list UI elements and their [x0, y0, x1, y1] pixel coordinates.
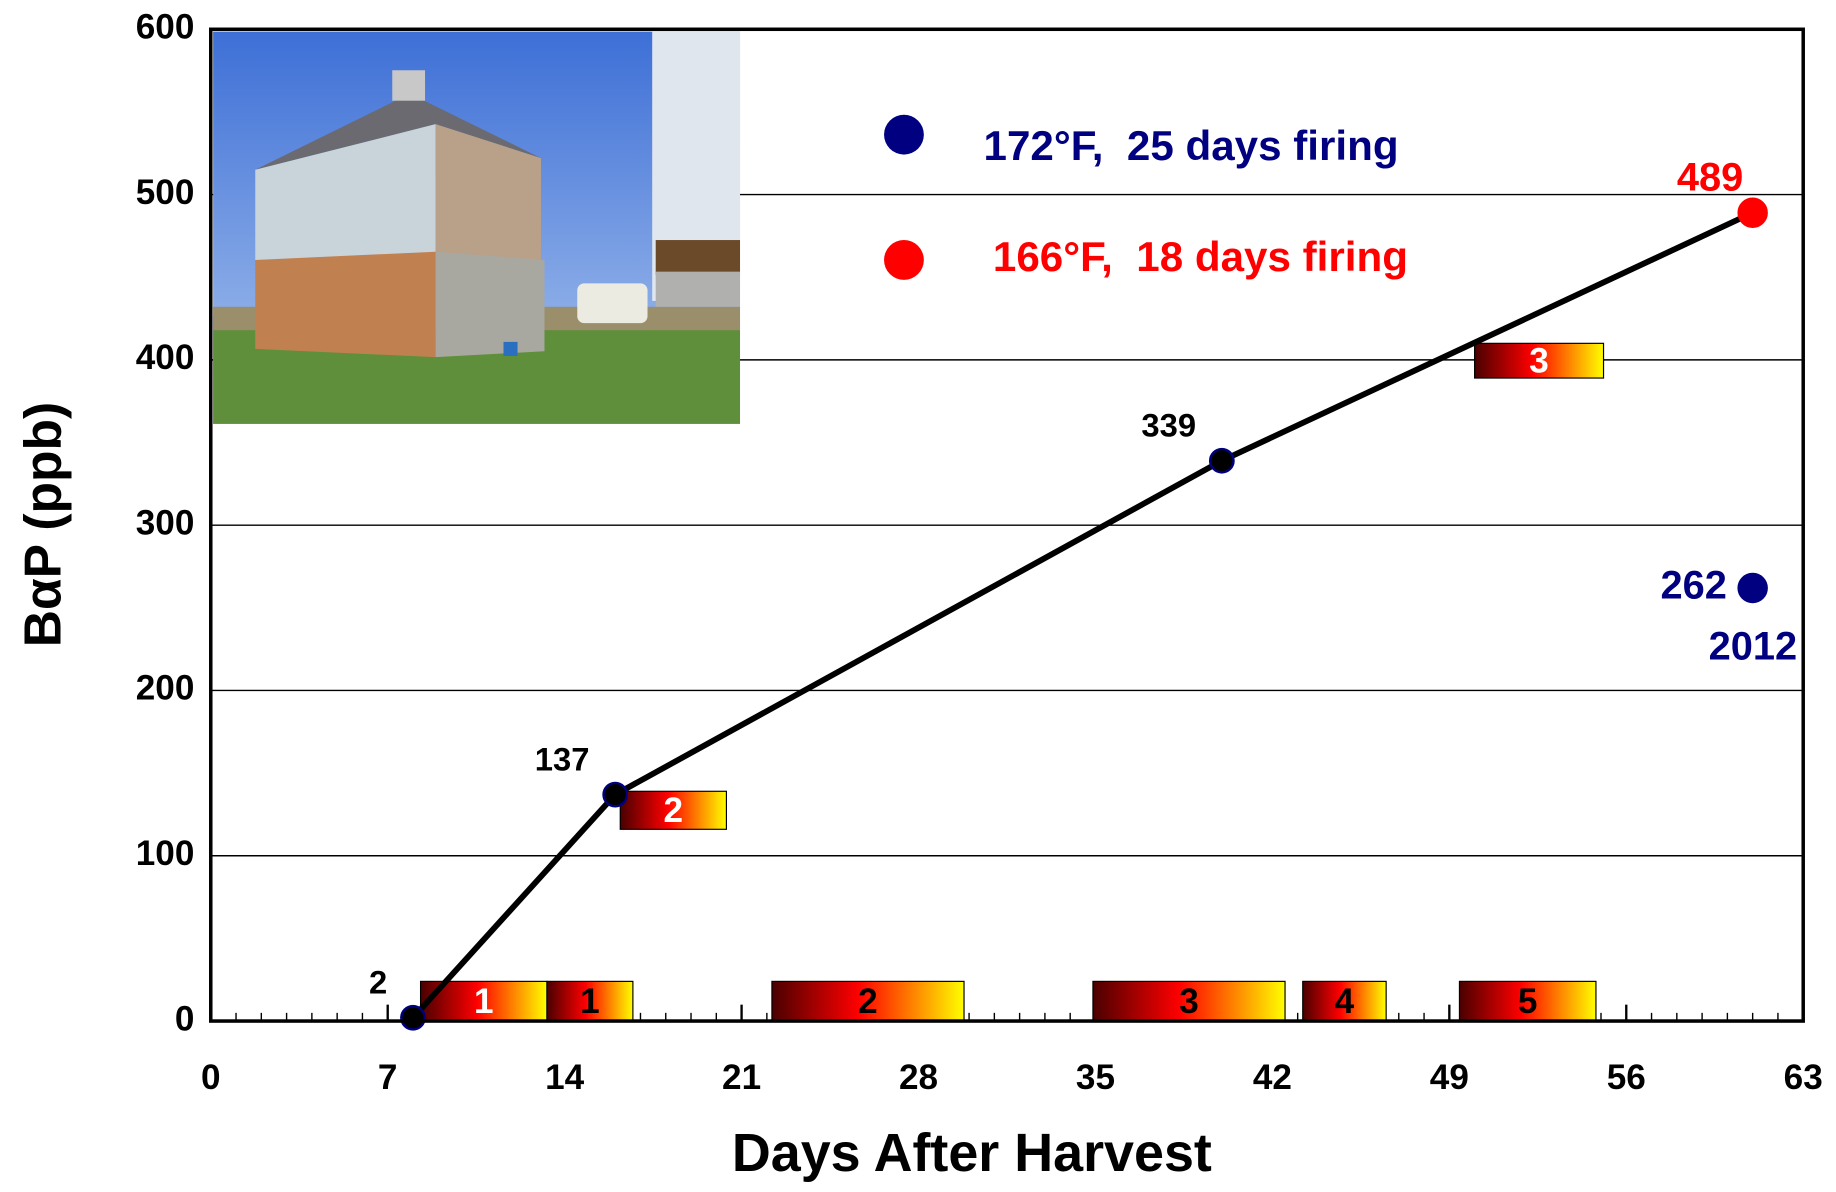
data-label: 2	[369, 964, 387, 1001]
firing-period-label: 1	[474, 982, 494, 1021]
point-annotation: 2012	[1709, 624, 1798, 668]
firing-period	[1458, 980, 1597, 1022]
data-label: 137	[535, 740, 590, 777]
x-tick-label: 7	[378, 1058, 398, 1097]
photo	[213, 31, 741, 424]
y-tick-label: 600	[136, 8, 195, 47]
y-tick-label: 100	[136, 834, 195, 873]
y-tick-label: 300	[136, 503, 195, 542]
x-tick-label: 49	[1430, 1058, 1469, 1097]
firing-period-label: 3	[1529, 341, 1549, 380]
firing-period-label: 5	[1518, 982, 1538, 1021]
legend-label: 172°F, 25 days firing	[984, 122, 1399, 169]
firing-period	[1474, 342, 1605, 379]
y-tick-label: 0	[175, 999, 195, 1038]
firing-period	[546, 980, 634, 1022]
plot-frame	[209, 27, 1805, 1023]
x-tick-label: 35	[1076, 1058, 1115, 1097]
x-tick-label: 56	[1607, 1058, 1646, 1097]
firing-period	[771, 980, 965, 1022]
x-tick-label: 14	[545, 1058, 585, 1097]
data-label: 262	[1660, 563, 1726, 607]
firing-period	[619, 790, 728, 830]
data-label: 489	[1677, 155, 1743, 199]
x-tick-label: 63	[1784, 1058, 1823, 1097]
data-label: 339	[1141, 407, 1196, 444]
plot: 1 1 2 3 4 5 2 3 262 2012 2 137 339 489	[209, 155, 1805, 1031]
y-tick-label: 500	[136, 173, 195, 212]
y-tick-label: 400	[136, 338, 195, 377]
data-point	[1208, 447, 1235, 474]
data-point	[1737, 572, 1768, 604]
firing-period-label: 3	[1179, 982, 1199, 1021]
x-tick-label: 28	[899, 1058, 938, 1097]
series-line	[410, 210, 1754, 1020]
data-point	[602, 781, 629, 808]
legend-marker	[884, 114, 924, 155]
firing-period-label: 2	[858, 982, 878, 1021]
x-tick-label: 42	[1253, 1058, 1292, 1097]
legend-label: 166°F, 18 days firing	[993, 233, 1408, 280]
firing-period-label: 2	[664, 791, 684, 830]
legend-marker	[884, 240, 924, 280]
firing-period	[1092, 980, 1286, 1022]
y-axis-title: BαP (ppb)	[13, 402, 71, 647]
firing-period-label: 1	[580, 982, 600, 1021]
firing-period-label: 4	[1335, 982, 1355, 1021]
data-point	[1737, 197, 1768, 228]
x-axis-title: Days After Harvest	[732, 1123, 1212, 1183]
y-tick-label: 200	[136, 669, 195, 708]
data-point	[400, 1004, 426, 1031]
x-tick-label: 0	[201, 1058, 221, 1097]
x-tick-label: 21	[722, 1058, 761, 1097]
